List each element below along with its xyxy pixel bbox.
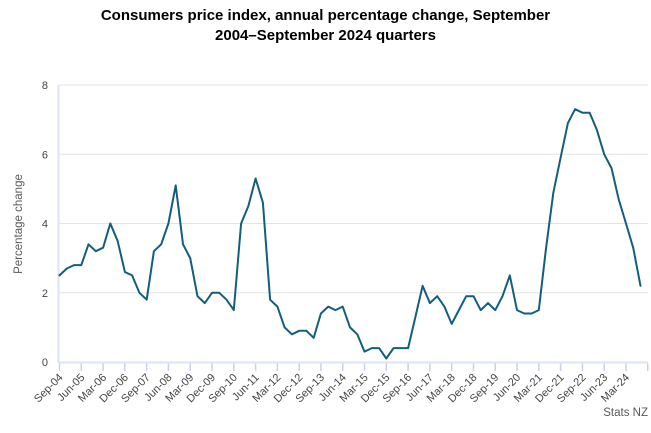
x-axis-ticks: [58, 363, 649, 371]
series-group: [58, 108, 642, 360]
x-axis-labels: Sep-04Jun-05Mar-06Dec-06Sep-07Jun-08Mar-…: [32, 372, 632, 406]
y-axis-labels: 0 2 4 6 8: [42, 80, 48, 369]
y-tick-label: 0: [42, 357, 48, 369]
y-tick-label: 2: [42, 288, 48, 300]
y-tick-label: 8: [42, 80, 48, 92]
axes: [57, 85, 648, 364]
chart-title-line-2: 2004–September 2024 quarters: [215, 27, 436, 44]
y-tick-label: 4: [42, 219, 48, 231]
chart-title: Consumers price index, annual percentage…: [0, 6, 651, 46]
chart-title-line-1: Consumers price index, annual percentage…: [100, 7, 551, 24]
source-attribution: Stats NZ: [603, 407, 648, 419]
cpi-line-series: [58, 108, 642, 360]
y-tick-label: 6: [42, 149, 48, 161]
gridlines: [58, 84, 648, 294]
